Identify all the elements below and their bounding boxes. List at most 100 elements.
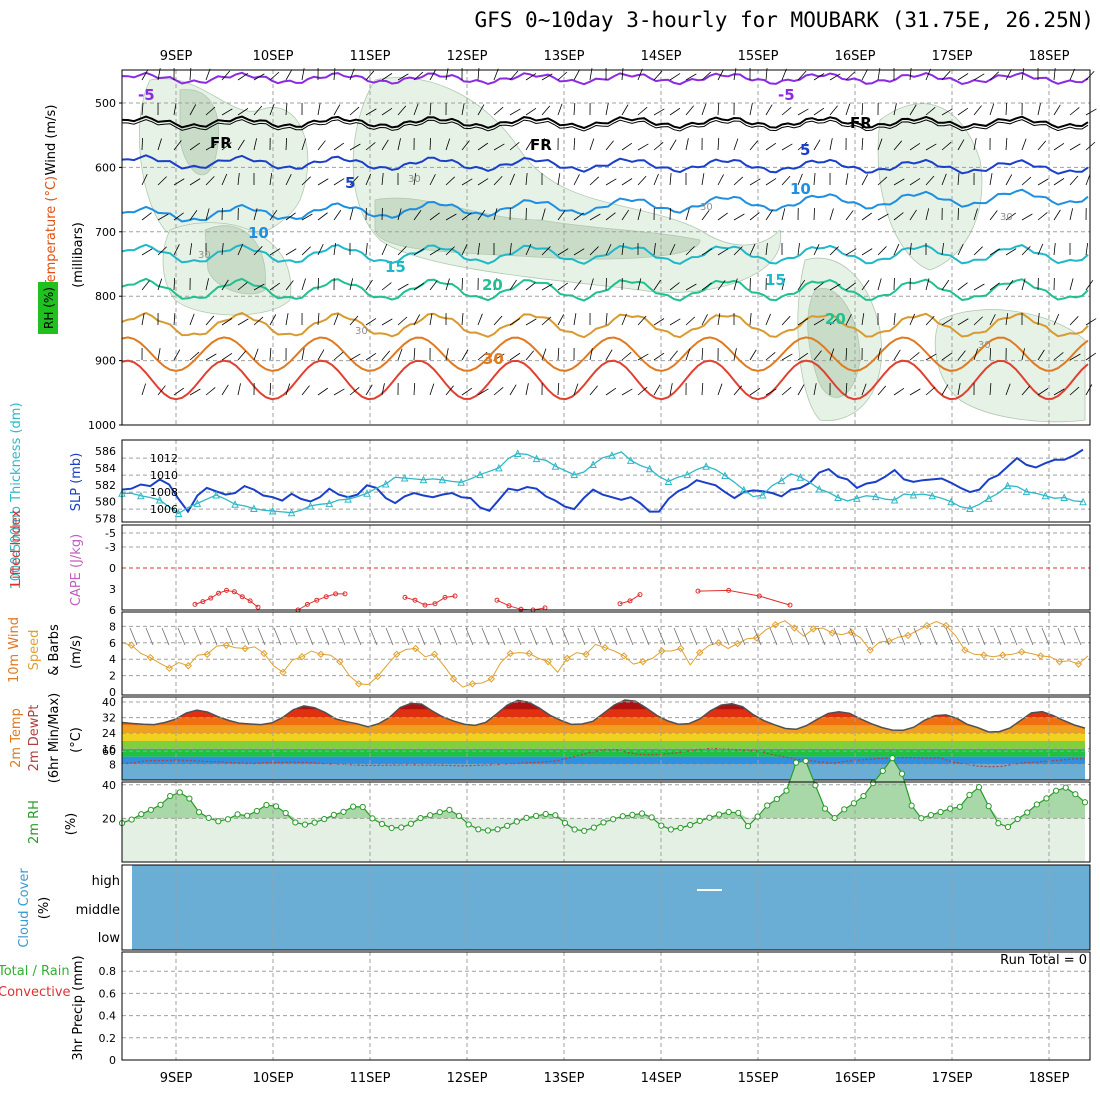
wind-barb — [157, 138, 162, 151]
wind-barb-10m — [209, 627, 218, 646]
wind-barb — [813, 173, 816, 186]
wind-barb — [1021, 385, 1031, 396]
rh-point — [1024, 809, 1031, 816]
wind-barb-10m — [241, 627, 250, 646]
wind-barb — [877, 176, 888, 186]
wind-barb-10m — [513, 627, 522, 646]
wind-barb — [733, 138, 739, 151]
wind-barb — [605, 140, 614, 151]
rh-point — [195, 809, 203, 816]
wind-barb — [413, 210, 422, 221]
thickness-point — [645, 464, 654, 473]
wind-barb — [157, 385, 166, 396]
wind-barb — [493, 208, 498, 221]
wind-barb — [733, 278, 738, 291]
rh-point — [1062, 784, 1069, 791]
day-label-top: 14SEP — [641, 49, 682, 64]
wind-barb — [573, 248, 585, 256]
wind-barb — [829, 246, 839, 256]
cloud-panel-frame — [121, 864, 1091, 951]
wind-barb — [957, 173, 960, 186]
rh-point — [494, 826, 501, 833]
wind-barb — [221, 353, 233, 361]
rh-point — [561, 819, 569, 827]
lifted-index-point — [726, 587, 732, 593]
wind-barb — [941, 243, 944, 256]
wind-barb — [749, 349, 757, 361]
wind-barb — [845, 173, 849, 186]
wind-barb — [349, 68, 355, 81]
wind-barb — [141, 174, 148, 186]
wind-barb — [685, 208, 690, 221]
wind-barb-10m — [753, 627, 762, 646]
label-2m-temp: 2m Temp — [9, 708, 24, 768]
wind-barb — [349, 278, 354, 291]
contour-label: 30 — [700, 202, 713, 213]
wind-barb — [653, 141, 664, 151]
rh-point — [744, 823, 752, 830]
precip-tick-label: 0.4 — [99, 1010, 117, 1023]
wind-barb — [429, 212, 440, 221]
wind-barb — [333, 313, 339, 326]
wind-barb — [237, 72, 249, 81]
rh-point — [340, 808, 347, 815]
thickness-point — [853, 494, 861, 502]
day-label-bottom: 18SEP — [1029, 1071, 1070, 1086]
rh-point — [484, 827, 492, 834]
rh-point — [918, 815, 925, 822]
rh-point — [898, 770, 906, 777]
wind-barb — [1037, 349, 1045, 361]
wind-barb-10m — [129, 627, 138, 646]
contour-label: 30 — [198, 250, 211, 261]
rh-point — [378, 820, 386, 828]
wind-barb — [1021, 213, 1033, 221]
wind-barb — [685, 73, 697, 81]
wind-barb — [877, 348, 881, 361]
wind-barb — [781, 386, 792, 396]
wind-barb — [989, 383, 992, 396]
wind-barb — [445, 348, 449, 361]
wind-barb — [445, 138, 451, 151]
wind-barb — [941, 352, 953, 361]
wind-barb-10m — [1025, 627, 1034, 646]
wind-barb — [269, 173, 273, 186]
rh-point — [850, 800, 857, 807]
wind-barb — [909, 243, 912, 256]
lifted-index-point — [432, 601, 438, 607]
lifted-index-point — [412, 597, 418, 603]
wind-speed-point — [430, 650, 439, 658]
temp-tick-label: 16 — [102, 743, 116, 756]
wind-barb — [861, 174, 869, 186]
wind-barb-10m — [337, 627, 346, 646]
rh-point — [648, 814, 655, 821]
label-2m-rh: 2m RH — [27, 800, 42, 844]
wind-speed-point — [714, 639, 723, 647]
wind-barb — [925, 68, 931, 81]
wind-barb — [317, 387, 329, 396]
wind-barb — [925, 107, 936, 116]
wind-barb — [189, 209, 198, 221]
wind-barb — [813, 107, 825, 116]
wind-barb — [733, 176, 744, 186]
wind-barb — [237, 318, 249, 326]
wind-barb — [1085, 108, 1097, 116]
wind-barb — [701, 248, 713, 256]
wind-barb — [221, 142, 232, 151]
wind-barb — [253, 138, 258, 151]
wind-barb — [333, 142, 345, 151]
wind-barb — [541, 73, 553, 81]
wind-speed-point — [847, 628, 855, 636]
thickness-point — [834, 493, 842, 501]
wind-barb — [1005, 248, 1017, 256]
wind-barb — [365, 70, 375, 81]
wind-barb — [477, 178, 489, 186]
wind-barb-10m — [625, 627, 634, 646]
temp-panel-frame — [121, 696, 1091, 781]
label-speed: Speed — [27, 630, 42, 671]
lifted-index-line — [697, 589, 791, 606]
wind-barb — [765, 142, 777, 151]
rh-point — [783, 787, 790, 794]
wind-speed-point — [449, 675, 458, 683]
